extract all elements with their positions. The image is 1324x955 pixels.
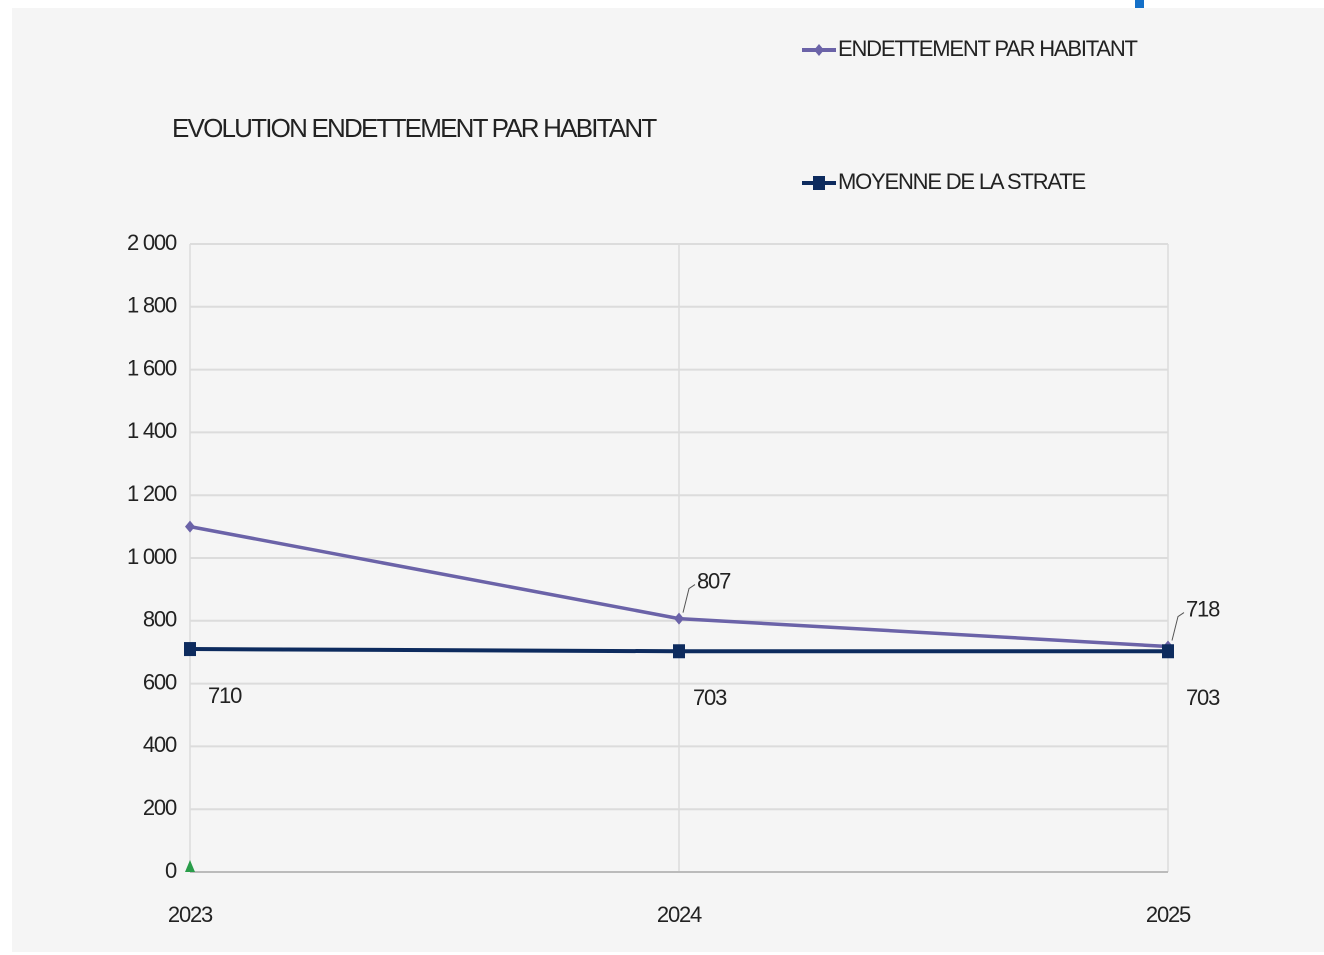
background	[12, 8, 1324, 952]
label-leader	[1171, 612, 1185, 641]
y-tick-label: 800	[143, 607, 177, 632]
legend-marker	[813, 176, 825, 190]
y-tick-label: 200	[143, 795, 177, 820]
data-label: 710	[208, 683, 242, 708]
data-label: 718	[1186, 596, 1220, 621]
y-tick-label: 2 000	[127, 230, 177, 255]
x-tick-label: 2025	[1146, 902, 1191, 927]
data-label: 703	[1186, 685, 1220, 710]
y-tick-label: 600	[143, 669, 177, 694]
data-label: 703	[693, 685, 727, 710]
legend-label: ENDETTEMENT PAR HABITANT	[838, 36, 1138, 61]
label-leader	[682, 584, 696, 613]
axis-marker	[185, 860, 195, 872]
y-tick-label: 1 600	[127, 355, 177, 380]
y-tick-label: 0	[165, 858, 177, 883]
corner-marker	[1135, 0, 1144, 8]
point	[184, 642, 196, 657]
point	[673, 644, 685, 659]
data-label: 807	[697, 568, 731, 593]
point	[674, 612, 684, 625]
x-tick-label: 2023	[168, 902, 213, 927]
chart-title: EVOLUTION ENDETTEMENT PAR HABITANT	[172, 113, 657, 143]
y-tick-label: 1 000	[127, 544, 177, 569]
legend-label: MOYENNE DE LA STRATE	[838, 169, 1086, 194]
point	[185, 520, 195, 533]
y-tick-label: 1 400	[127, 418, 177, 443]
legend-marker	[814, 44, 824, 56]
y-tick-label: 1 800	[127, 293, 177, 318]
y-tick-label: 1 200	[127, 481, 177, 506]
x-tick-label: 2024	[657, 902, 702, 927]
point	[1162, 644, 1174, 659]
y-tick-label: 400	[143, 732, 177, 757]
